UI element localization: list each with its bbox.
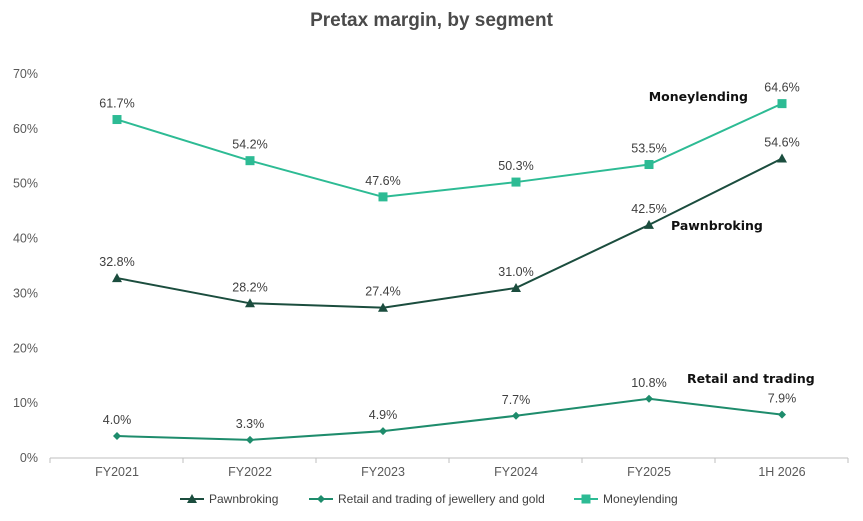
data-label: 7.7% [502, 393, 531, 407]
data-label: 64.6% [764, 81, 799, 95]
data-label: 3.3% [236, 417, 265, 431]
y-tick-label: 40% [13, 232, 38, 246]
legend-marker [317, 495, 325, 503]
x-tick-label: FY2022 [228, 465, 272, 479]
data-label: 7.9% [768, 392, 797, 406]
data-point [511, 282, 521, 292]
series-retail-and-trading-of-jewellery-and-gold: 4.0% 3.3% 4.9% 7.7% 10.8% 7.9% [103, 376, 797, 444]
series-line [116, 397, 783, 441]
data-point [378, 192, 388, 202]
legend-label: Pawnbroking [209, 492, 278, 506]
legend-item: Moneylending [574, 492, 678, 506]
data-label: 54.2% [232, 138, 267, 152]
data-point [245, 156, 255, 166]
data-label: 42.5% [631, 202, 666, 216]
data-label: 53.5% [631, 142, 666, 156]
data-label: 28.2% [232, 280, 267, 294]
y-tick-label: 20% [13, 341, 38, 355]
y-tick-label: 10% [13, 396, 38, 410]
chart-title: Pretax margin, by segment [310, 10, 553, 31]
data-point [379, 427, 387, 436]
series-annotations: Pawnbroking Retail and trading Moneylendin… [649, 89, 815, 386]
data-label: 4.0% [103, 413, 132, 427]
x-tick-label: FY2025 [627, 465, 671, 479]
series-layer: 32.8%28.2% 27.4%31.0%42.5%54.6%4.0% 3.3%4.… [99, 81, 800, 444]
data-label: 31.0% [498, 265, 533, 279]
x-tick-label: 1H 2026 [758, 465, 805, 479]
legend-marker [187, 494, 197, 503]
data-point [112, 273, 122, 283]
series-annotation: Retail and trading [687, 371, 815, 386]
data-point [644, 160, 654, 170]
data-label: 4.9% [369, 408, 398, 422]
series-pawnbroking: 32.8% 28.2% 27.4% 31.0% 42.5% 54.6% [99, 135, 800, 312]
y-tick-label: 30% [13, 286, 38, 300]
series-annotation: Pawnbroking [671, 218, 763, 233]
x-tick-label: FY2024 [494, 465, 538, 479]
legend-item: Retail and trading of jewellery and gold [309, 492, 545, 506]
legend-label: Retail and trading of jewellery and gold [338, 492, 545, 506]
y-tick-label: 50% [13, 177, 38, 191]
series-annotation: Moneylending [649, 89, 748, 104]
data-label: 47.6% [365, 174, 400, 188]
data-label: 32.8% [99, 255, 134, 269]
data-point [113, 432, 121, 441]
y-tick-label: 70% [13, 67, 38, 81]
data-label: 61.7% [99, 97, 134, 111]
legend-label: Moneylending [603, 492, 678, 506]
y-tick-label: 60% [13, 122, 38, 136]
data-point [112, 115, 122, 125]
data-point [245, 298, 255, 308]
data-point [511, 177, 521, 187]
data-label: 54.6% [764, 135, 799, 149]
data-point [777, 153, 787, 163]
legend: Pawnbroking Retail and trading of jewelle… [180, 492, 678, 506]
series-line [116, 157, 783, 309]
data-label: 10.8% [631, 376, 666, 390]
data-point [246, 435, 254, 444]
data-point [378, 302, 388, 312]
y-axis: 0% 10% 20% 30% 40% 50% 60% 70% [13, 67, 38, 465]
data-point [645, 394, 653, 403]
y-tick-label: 0% [20, 451, 38, 465]
series-line [116, 102, 783, 198]
x-tick-label: FY2021 [95, 465, 139, 479]
data-label: 50.3% [498, 159, 533, 173]
data-label: 27.4% [365, 285, 400, 299]
x-tick-label: FY2023 [361, 465, 405, 479]
data-point [644, 219, 654, 229]
data-point [778, 410, 786, 419]
data-point [777, 99, 787, 109]
legend-marker [581, 494, 591, 504]
data-point [512, 411, 520, 420]
legend-item: Pawnbroking [180, 492, 278, 506]
x-axis: FY2021 FY2022 FY2023 FY2024 FY2025 1H 2026 [49, 457, 849, 479]
series-moneylending: 61.7% 54.2% 47.6% 50.3% 53.5% 64.6% [99, 81, 800, 202]
